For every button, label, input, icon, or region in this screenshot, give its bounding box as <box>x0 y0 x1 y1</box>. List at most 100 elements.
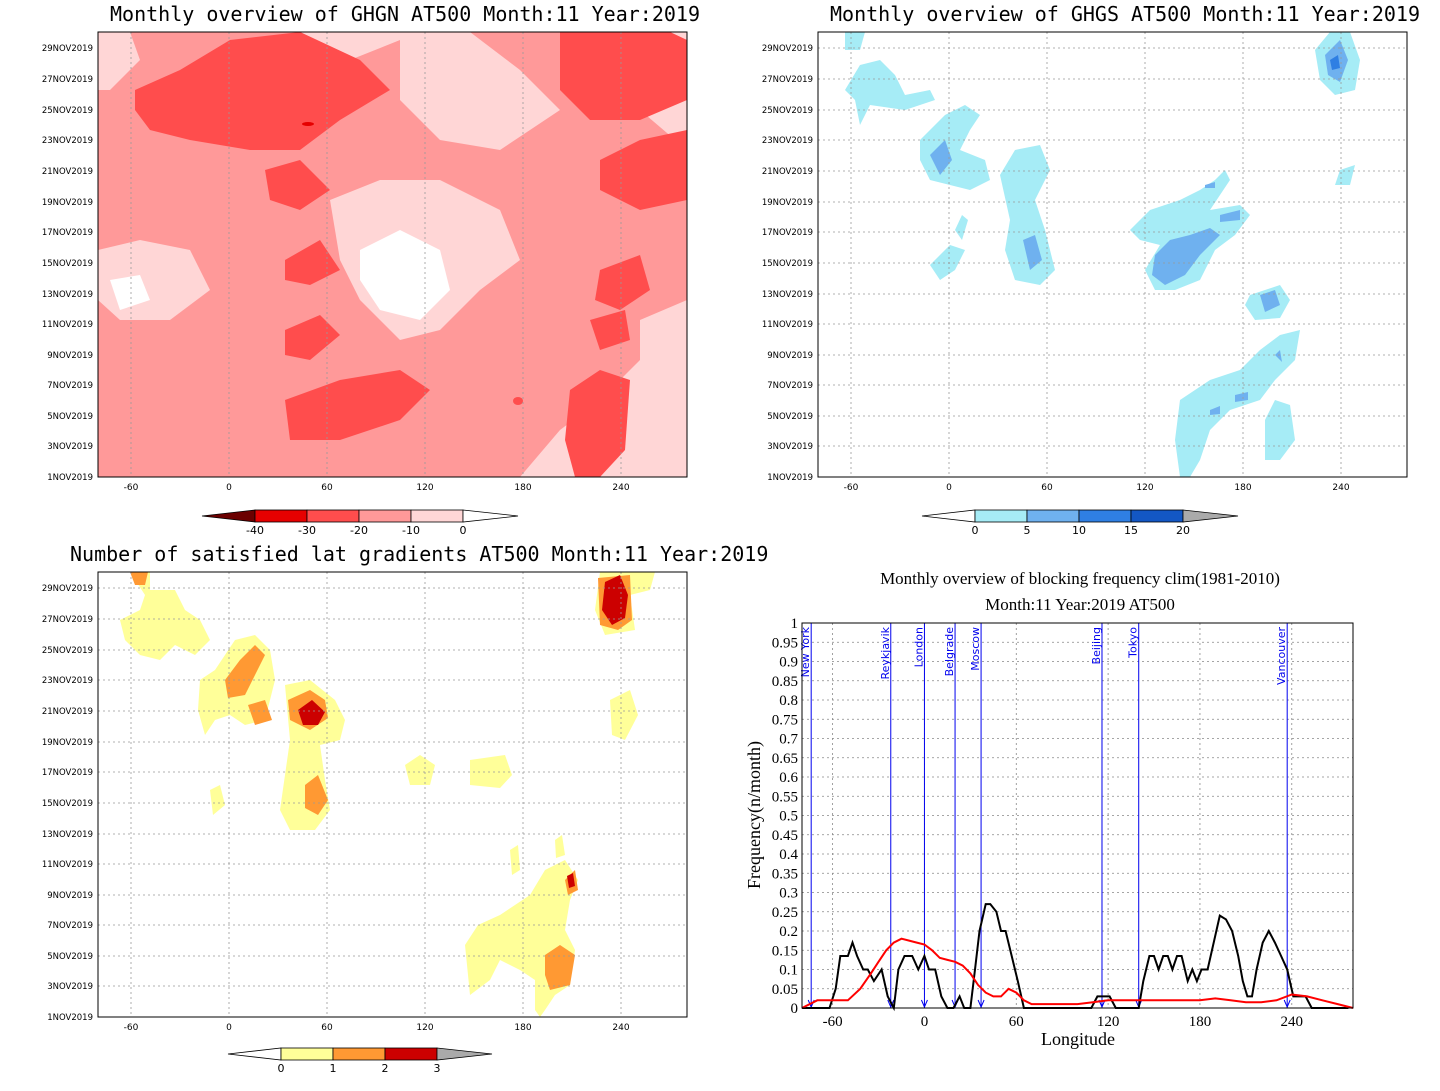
freq-x-tick: 120 <box>1097 1014 1120 1030</box>
freq-chart: New York Reykjavik London Belgrade Moscow Bei… <box>744 616 1354 1049</box>
city-label: Belgrade <box>943 627 956 677</box>
ghgs-y-tick: 29NOV2019 <box>762 44 813 54</box>
gradients-x-tick: 60 <box>321 1023 333 1033</box>
gradients-colorbar-tick: 1 <box>330 1062 337 1075</box>
ghgn-y-tick: 9NOV2019 <box>47 351 93 361</box>
gradients-x-tick: 120 <box>416 1023 433 1033</box>
gradients-y-tick: 25NOV2019 <box>42 646 93 656</box>
ghgs-y-tick: 27NOV2019 <box>762 75 813 85</box>
gradients-y-tick: 17NOV2019 <box>42 768 93 778</box>
ghgn-title: Monthly overview of GHGN AT500 Month:11 … <box>110 2 701 26</box>
ghgn-region-red-1 <box>135 32 390 150</box>
ghgn-y-tick: 3NOV2019 <box>47 442 93 452</box>
ghgs-colorbar-cell <box>1026 509 1080 523</box>
ghgn-region-deep-1 <box>302 122 314 126</box>
freq-y-tick: 0.8 <box>779 693 798 709</box>
city-marker-arrow-icon <box>1283 999 1291 1009</box>
ghgs-region-19 <box>1205 182 1215 188</box>
gradients-colorbar-cell <box>227 1047 282 1061</box>
freq-y-tick: 0.4 <box>779 847 798 863</box>
freq-y-tick: 0.5 <box>779 809 798 825</box>
ghgs-y-tick: 7NOV2019 <box>767 381 813 391</box>
city-marker-arrow-icon <box>887 999 895 1009</box>
city-label: Beijing <box>1090 627 1103 664</box>
ghgs-colorbar-tick: 0 <box>972 524 979 537</box>
ghgn-y-tick: 17NOV2019 <box>42 228 93 238</box>
gradients-x-tick: -60 <box>124 1023 139 1033</box>
ghgn-colorbar-tick: -30 <box>298 524 316 537</box>
freq-series-red <box>801 937 1354 1009</box>
gradients-y-tick: 3NOV2019 <box>47 982 93 992</box>
ghgn-x-tick: -60 <box>124 483 139 493</box>
gradients-chart: -60 0 60 120 180 240 1NOV2019 3NOV2019 5… <box>42 571 688 1075</box>
ghgs-colorbar-cell <box>1130 509 1184 523</box>
freq-y-tick: 0.65 <box>772 751 798 767</box>
ghgs-colorbar-tick: 5 <box>1024 524 1031 537</box>
freq-x-tick: 180 <box>1189 1014 1212 1030</box>
ghgs-region-5 <box>930 245 965 280</box>
ghgs-y-tick: 11NOV2019 <box>762 320 813 330</box>
ghgn-region-red-11 <box>513 397 523 405</box>
ghgn-region-pale-3 <box>400 32 560 150</box>
ghgs-colorbar-tick: 15 <box>1124 524 1138 537</box>
ghgn-region-red-2 <box>560 32 687 120</box>
freq-x-tick: 240 <box>1281 1014 1304 1030</box>
city-label: Tokyo <box>1127 627 1140 659</box>
gradients-y-tick: 15NOV2019 <box>42 799 93 809</box>
ghgs-colorbar-cell <box>1078 509 1132 523</box>
ghgn-y-tick: 25NOV2019 <box>42 106 93 116</box>
city-label: New York <box>799 626 812 677</box>
ghgn-y-tick: 19NOV2019 <box>42 198 93 208</box>
gradients-colorbar-cell <box>384 1047 438 1061</box>
freq-title-line2: Month:11 Year:2019 AT500 <box>985 595 1175 614</box>
ghgs-region-12 <box>1335 165 1355 185</box>
ghgs-region-16 <box>1260 290 1280 312</box>
ghgn-colorbar-tick: -20 <box>350 524 368 537</box>
ghgs-y-tick: 17NOV2019 <box>762 228 813 238</box>
ghgs-x-tick: 120 <box>1136 483 1153 493</box>
freq-y-tick: 0.7 <box>779 732 798 748</box>
ghgs-region-18 <box>1220 210 1240 222</box>
ghgn-region-white-1 <box>360 230 450 320</box>
gradients-y-tick: 29NOV2019 <box>42 584 93 594</box>
gradients-y-tick: 21NOV2019 <box>42 707 93 717</box>
ghgs-y-tick: 9NOV2019 <box>767 351 813 361</box>
ghgs-colorbar-tick: 10 <box>1072 524 1086 537</box>
ghgn-region-red-7 <box>285 370 430 440</box>
city-label: Reykjavik <box>879 626 892 679</box>
ghgn-y-tick: 7NOV2019 <box>47 381 93 391</box>
ghgn-y-tick: 15NOV2019 <box>42 259 93 269</box>
gradients-region-6 <box>405 755 435 785</box>
gradients-region-12 <box>130 572 148 585</box>
freq-y-tick: 0.1 <box>779 963 798 979</box>
ghgs-y-tick: 25NOV2019 <box>762 106 813 116</box>
ghgn-region-red-3 <box>600 130 687 210</box>
city-marker-arrow-icon <box>920 999 928 1009</box>
gradients-region-18 <box>545 945 575 990</box>
gradients-y-tick: 27NOV2019 <box>42 615 93 625</box>
ghgs-y-tick: 3NOV2019 <box>767 442 813 452</box>
ghgs-title: Monthly overview of GHGS AT500 Month:11 … <box>830 2 1421 26</box>
city-label: London <box>912 627 925 667</box>
ghgs-colorbar-cell <box>1182 509 1239 523</box>
ghgn-colorbar-cell <box>254 509 308 523</box>
ghgn-x-tick: 180 <box>514 483 531 493</box>
gradients-region-8 <box>210 785 225 815</box>
ghgs-region-21 <box>1210 406 1220 415</box>
gradients-region-15 <box>248 700 272 725</box>
ghgs-colorbar-cell <box>974 509 1028 523</box>
gradients-region-1 <box>120 572 210 660</box>
gradients-x-tick: 240 <box>612 1023 629 1033</box>
ghgn-colorbar-cell <box>201 509 256 523</box>
ghgs-colorbar-cell <box>921 509 976 523</box>
gradients-y-tick: 7NOV2019 <box>47 921 93 931</box>
ghgn-colorbar-tick: 0 <box>460 524 467 537</box>
gradients-colorbar-tick: 2 <box>382 1062 389 1075</box>
freq-y-tick: 0.3 <box>779 886 798 902</box>
ghgn-colorbar <box>201 509 519 523</box>
gradients-region-10 <box>555 835 565 858</box>
panel-gradients: Number of satisfied lat gradients AT500 … <box>0 540 769 1091</box>
city-label: Vancouver <box>1275 627 1288 685</box>
ghgn-y-tick: 21NOV2019 <box>42 167 93 177</box>
gradients-y-tick: 9NOV2019 <box>47 891 93 901</box>
